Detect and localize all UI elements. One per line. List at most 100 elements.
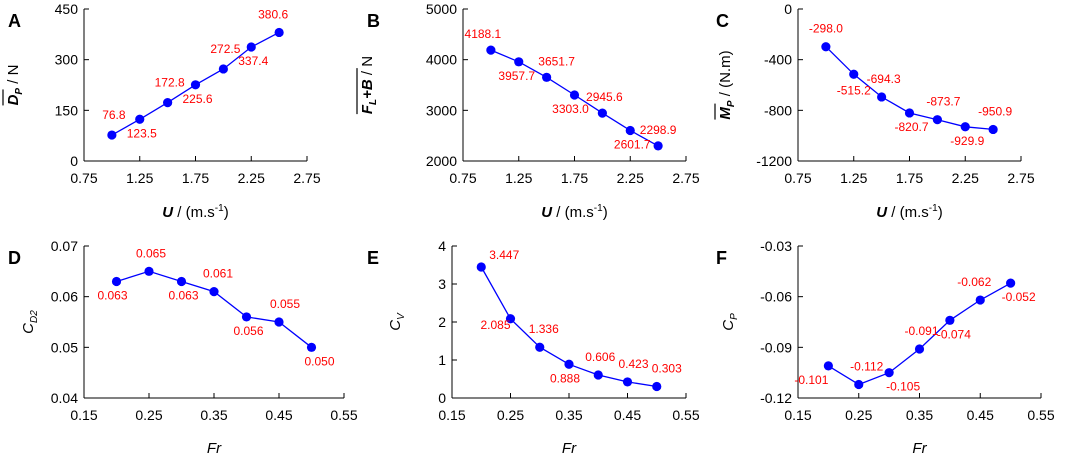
y-tick-label: -0.09 (760, 339, 792, 355)
x-tick-label: 1.75 (896, 170, 923, 186)
data-label: 3957.7 (498, 69, 535, 83)
y-tick-label: 3000 (426, 102, 457, 118)
y-tick-label: 1 (438, 352, 446, 368)
data-label: -873.7 (926, 95, 960, 109)
x-tick-label: 1.25 (126, 170, 153, 186)
x-tick-label: 1.25 (505, 170, 532, 186)
panel-d: 0.15 0.25 0.35 0.45 0.55 0.04 0.05 0.06 0.07 0.06… (8, 238, 358, 457)
data-point (622, 377, 633, 387)
x-axis-title: U / (m.s-1) (541, 203, 607, 221)
x-tick-label: 0.15 (784, 407, 811, 423)
x-tick-label: 0.15 (70, 407, 97, 423)
data-point (823, 361, 833, 371)
y-axis-title: CP (720, 313, 740, 331)
x-tick-label: 0.55 (1027, 407, 1054, 423)
data-point (569, 90, 580, 100)
data-label: 0.888 (550, 371, 580, 385)
y-axis-title: DP / N (5, 65, 25, 106)
data-point (246, 42, 256, 52)
panel-letter: C (716, 11, 729, 31)
data-label: 3303.0 (552, 102, 589, 116)
data-label: 272.5 (210, 42, 240, 56)
data-label: -929.9 (950, 134, 984, 148)
data-point (514, 57, 524, 67)
panel-letter: D (8, 248, 21, 268)
data-label: -950.9 (978, 104, 1012, 118)
data-label: 0.050 (304, 354, 334, 368)
y-tick-label: 4000 (426, 52, 457, 68)
y-tick-label: 2 (438, 314, 446, 330)
x-axis-title: U / (m.s-1) (876, 203, 942, 221)
data-point (209, 287, 219, 297)
data-point (988, 124, 998, 135)
y-tick-label: 0 (70, 153, 78, 169)
data-point (597, 108, 607, 118)
y-tick-label: -400 (764, 52, 792, 68)
x-axis-title: U / (m.s-1) (162, 203, 228, 221)
data-label: -0.091 (904, 324, 938, 338)
data-point (877, 92, 887, 102)
data-label: 337.4 (238, 54, 268, 68)
panel-letter: A (8, 11, 21, 31)
x-tick-label: 0.75 (784, 170, 811, 186)
data-point (593, 370, 603, 380)
panel-f: 0.15 0.25 0.35 0.45 0.55 -0.12 -0.09 -0.06 -0.03… (716, 238, 1055, 457)
x-tick-label: 0.45 (265, 407, 292, 423)
data-point (542, 72, 552, 82)
data-point (854, 379, 864, 390)
y-tick-label: 300 (55, 52, 79, 68)
data-point (274, 317, 284, 327)
data-point (653, 141, 663, 151)
y-tick-label: 450 (55, 1, 79, 17)
data-point (1006, 278, 1016, 288)
y-tick-label: -0.03 (760, 238, 792, 254)
x-tick-label: 1.75 (561, 170, 588, 186)
x-tick-label: 0.35 (200, 407, 227, 423)
data-point (625, 125, 635, 136)
x-tick-label: 0.55 (330, 407, 357, 423)
data-point (107, 130, 117, 140)
data-point (821, 42, 831, 52)
y-tick-label: -0.12 (760, 390, 792, 406)
data-label: -694.3 (867, 72, 901, 86)
y-tick-label: -0.06 (760, 289, 792, 305)
y-tick-label: 5000 (426, 1, 457, 17)
data-label: -0.105 (886, 380, 920, 394)
x-tick-label: 1.75 (182, 170, 209, 186)
data-label: 0.423 (618, 357, 648, 371)
data-label: 3651.7 (538, 54, 575, 68)
y-tick-label: -800 (764, 102, 792, 118)
data-label: 2.085 (480, 318, 510, 332)
data-label: 76.8 (102, 108, 126, 122)
x-tick-label: 2.25 (238, 170, 265, 186)
data-point (135, 114, 145, 124)
data-point (144, 266, 154, 276)
x-tick-label: 0.45 (967, 407, 994, 423)
x-tick-label: 0.35 (555, 407, 582, 423)
data-point (486, 45, 496, 55)
data-label: -0.112 (850, 359, 883, 373)
data-point (849, 69, 859, 79)
data-label: 0.063 (97, 288, 127, 302)
data-point (945, 315, 955, 325)
data-label: 0.056 (233, 324, 263, 338)
panel-letter: B (367, 11, 380, 31)
data-label: 380.6 (258, 7, 288, 21)
x-tick-label: 0.55 (672, 407, 699, 423)
x-tick-label: 2.25 (617, 170, 644, 186)
y-tick-label: 0.06 (51, 289, 78, 305)
data-label: -298.0 (809, 22, 843, 36)
data-point (904, 108, 915, 118)
x-tick-label: 2.75 (1007, 170, 1034, 186)
data-point (218, 64, 228, 74)
data-point (163, 98, 173, 108)
y-tick-label: 0.05 (51, 339, 78, 355)
y-tick-label: 0 (438, 390, 446, 406)
x-tick-label: 2.25 (952, 170, 979, 186)
panel-letter: F (716, 248, 727, 268)
x-tick-label: 0.45 (614, 407, 641, 423)
data-point (476, 262, 486, 272)
data-point (306, 342, 317, 352)
x-tick-label: 0.75 (449, 170, 476, 186)
